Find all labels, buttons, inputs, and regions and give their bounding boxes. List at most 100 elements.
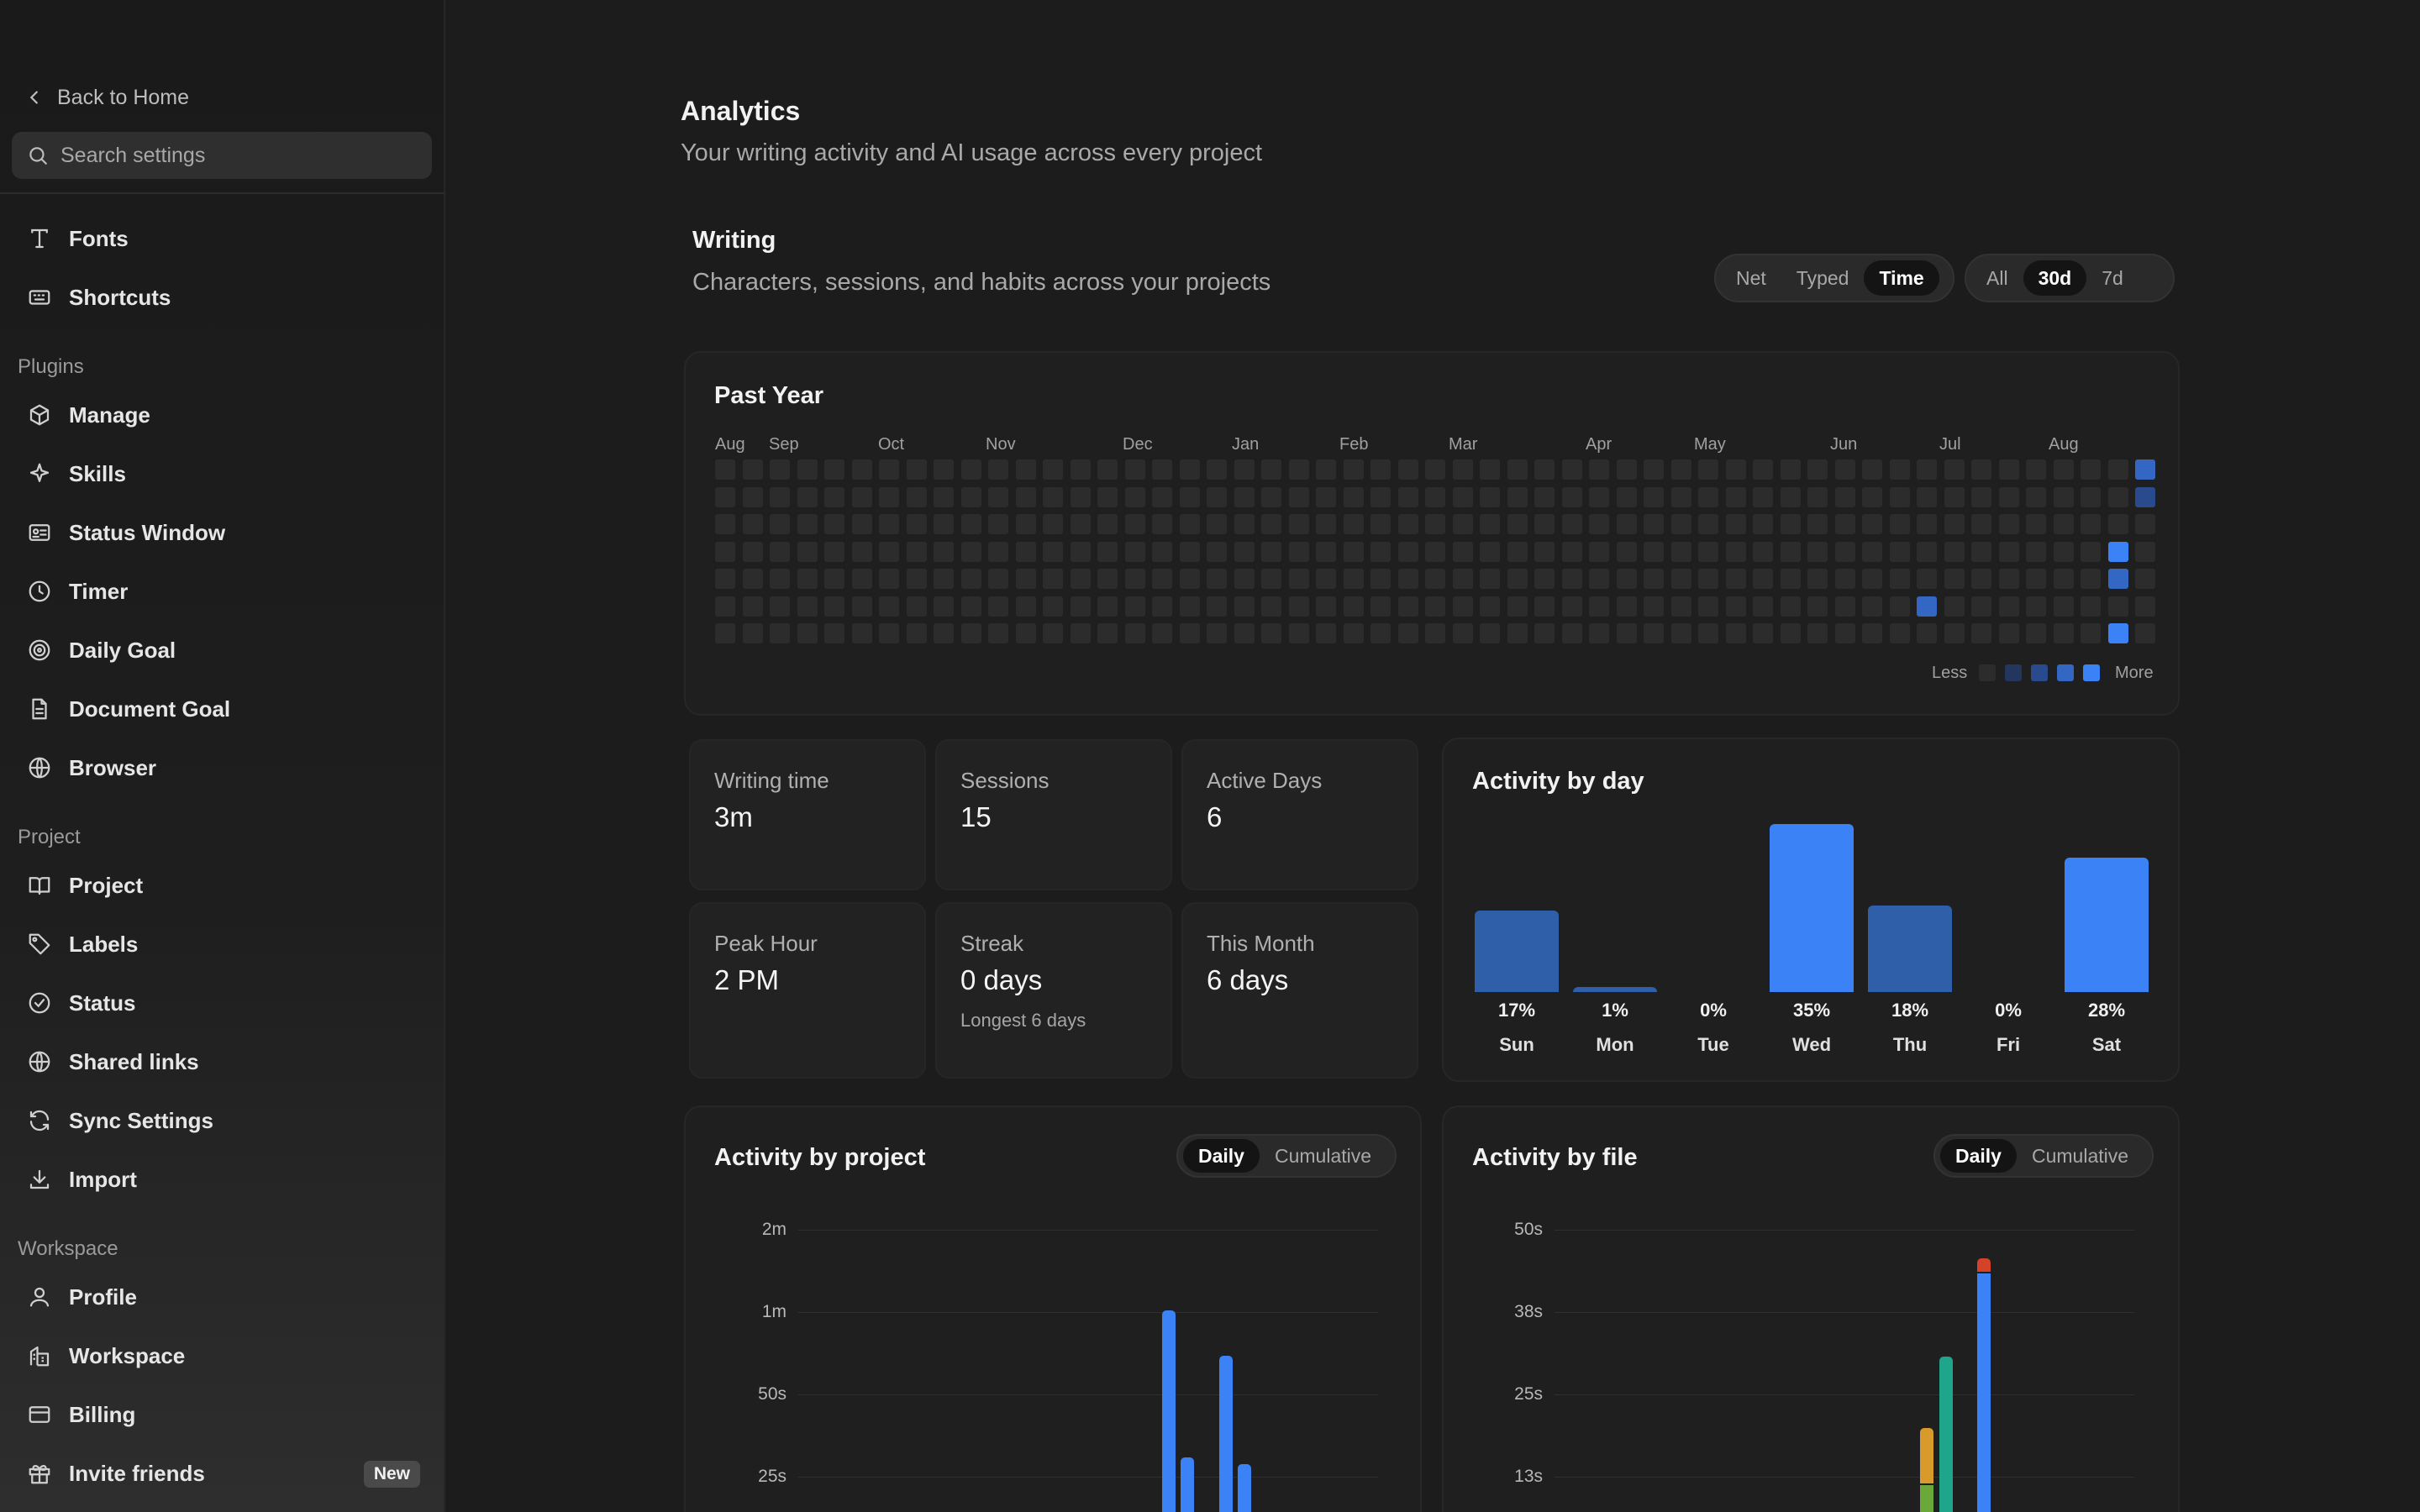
metric-net-button[interactable]: Net [1721, 260, 1781, 296]
sidebar-item-status-window[interactable]: Status Window [12, 508, 432, 557]
heatmap-cell [1152, 514, 1172, 534]
sidebar-item-status[interactable]: Status [12, 979, 432, 1027]
heatmap-cell [2053, 541, 2074, 562]
metric-time-button[interactable]: Time [1864, 260, 1939, 296]
heatmap-cell [2081, 459, 2101, 480]
range-7d-button[interactable]: 7d [2086, 260, 2139, 296]
heatmap-cell [1917, 514, 1937, 534]
file-bar [1920, 1485, 1933, 1512]
heatmap-cell [1316, 623, 1336, 643]
sidebar-item-billing[interactable]: Billing [12, 1390, 432, 1439]
heatmap-cell [1124, 596, 1145, 617]
heatmap-cell [1998, 541, 2019, 562]
month-label: Nov [986, 435, 1016, 454]
heatmap-cell [824, 541, 844, 562]
sidebar-item-fonts[interactable]: Fonts [12, 214, 432, 263]
heatmap-cell [906, 541, 927, 562]
heatmap-cell [1043, 514, 1063, 534]
sidebar-item-project[interactable]: Project [12, 861, 432, 910]
heatmap-cell [1616, 623, 1637, 643]
heatmap-cell [1234, 514, 1255, 534]
back-to-home-link[interactable]: Back to Home [25, 81, 189, 114]
sidebar-item-timer[interactable]: Timer [12, 567, 432, 616]
heatmap-cell [2135, 569, 2155, 589]
heatmap-cell [1780, 459, 1801, 480]
heatmap-cell [742, 569, 763, 589]
heatmap-cell [1124, 514, 1145, 534]
heatmap-cell [1234, 486, 1255, 507]
heatmap-cell [1917, 623, 1937, 643]
sidebar-item-profile[interactable]: Profile [12, 1273, 432, 1321]
heatmap-cell [960, 459, 981, 480]
heatmap-cell [1971, 569, 1991, 589]
gridline [798, 1477, 1378, 1478]
heatmap-cell [879, 514, 899, 534]
sidebar-item-workspace[interactable]: Workspace [12, 1331, 432, 1380]
sidebar-item-shared-links[interactable]: Shared links [12, 1037, 432, 1086]
heatmap-cell [1207, 486, 1227, 507]
heatmap-cell [1698, 569, 1718, 589]
sidebar-item-document-goal[interactable]: Document Goal [12, 685, 432, 733]
heatmap-cell [1698, 623, 1718, 643]
range-30d-button[interactable]: 30d [2023, 260, 2087, 296]
heatmap-cell [1889, 569, 1910, 589]
heatmap-cell [851, 596, 872, 617]
heatmap-cell [1889, 541, 1910, 562]
project-daily-button[interactable]: Daily [1183, 1139, 1260, 1173]
heatmap-cell [960, 514, 981, 534]
heatmap-cell [2135, 541, 2155, 562]
heatmap-cell [1261, 459, 1281, 480]
search-settings-field[interactable] [12, 132, 432, 179]
sidebar-item-browser[interactable]: Browser [12, 743, 432, 792]
sidebar-item-daily-goal[interactable]: Daily Goal [12, 626, 432, 675]
legend-swatch [2083, 664, 2100, 681]
gridline [1555, 1312, 2134, 1313]
heatmap-cell [988, 486, 1008, 507]
sidebar-item-sync-settings[interactable]: Sync Settings [12, 1096, 432, 1145]
metric-typed-button[interactable]: Typed [1781, 260, 1865, 296]
day-percent-label: 1% [1602, 1000, 1628, 1021]
heatmap-cell [906, 514, 927, 534]
heatmap-cell [1124, 486, 1145, 507]
heatmap-cell [1589, 486, 1609, 507]
heatmap-cell [2081, 569, 2101, 589]
heatmap-cell [934, 486, 954, 507]
file-daily-button[interactable]: Daily [1940, 1139, 2017, 1173]
heatmap-cell [742, 514, 763, 534]
sidebar-item-import[interactable]: Import [12, 1155, 432, 1204]
heatmap-cell [1261, 486, 1281, 507]
heatmap-cell [1589, 514, 1609, 534]
sidebar-item-labels[interactable]: Labels [12, 920, 432, 969]
heatmap-cell [1043, 623, 1063, 643]
heatmap-cell [1097, 486, 1118, 507]
day-percent-label: 35% [1792, 1000, 1831, 1021]
heatmap-cell [770, 486, 790, 507]
sidebar-item-shortcuts[interactable]: Shortcuts [12, 273, 432, 322]
heatmap-cell [1753, 486, 1773, 507]
project-cumulative-button[interactable]: Cumulative [1260, 1139, 1386, 1173]
heatmap-cell [1452, 541, 1473, 562]
sidebar-item-skills[interactable]: Skills [12, 449, 432, 498]
heatmap-cell [1179, 541, 1200, 562]
heatmap-cell [1316, 514, 1336, 534]
heatmap-cell [1670, 623, 1691, 643]
heatmap-cell [1452, 569, 1473, 589]
heatmap-cell [988, 596, 1008, 617]
range-all-button[interactable]: All [1971, 260, 2023, 296]
heatmap-cell [1725, 459, 1746, 480]
sidebar-item-manage[interactable]: Manage [12, 391, 432, 439]
file-cumulative-button[interactable]: Cumulative [2017, 1139, 2144, 1173]
day-bar [1770, 824, 1854, 992]
heatmap-cell [1234, 596, 1255, 617]
stat-active-days: Active Days 6 [1181, 739, 1418, 890]
heatmap-cell [2053, 569, 2074, 589]
heatmap-cell [1780, 623, 1801, 643]
clock-icon [29, 580, 50, 602]
heatmap-cell [1780, 514, 1801, 534]
search-input[interactable] [60, 143, 413, 168]
month-label: Apr [1586, 435, 1612, 454]
id-card-icon [29, 524, 50, 541]
heatmap-cell [715, 569, 735, 589]
gridline [798, 1312, 1378, 1313]
sidebar-item-invite-friends[interactable]: Invite friends New [12, 1449, 432, 1498]
